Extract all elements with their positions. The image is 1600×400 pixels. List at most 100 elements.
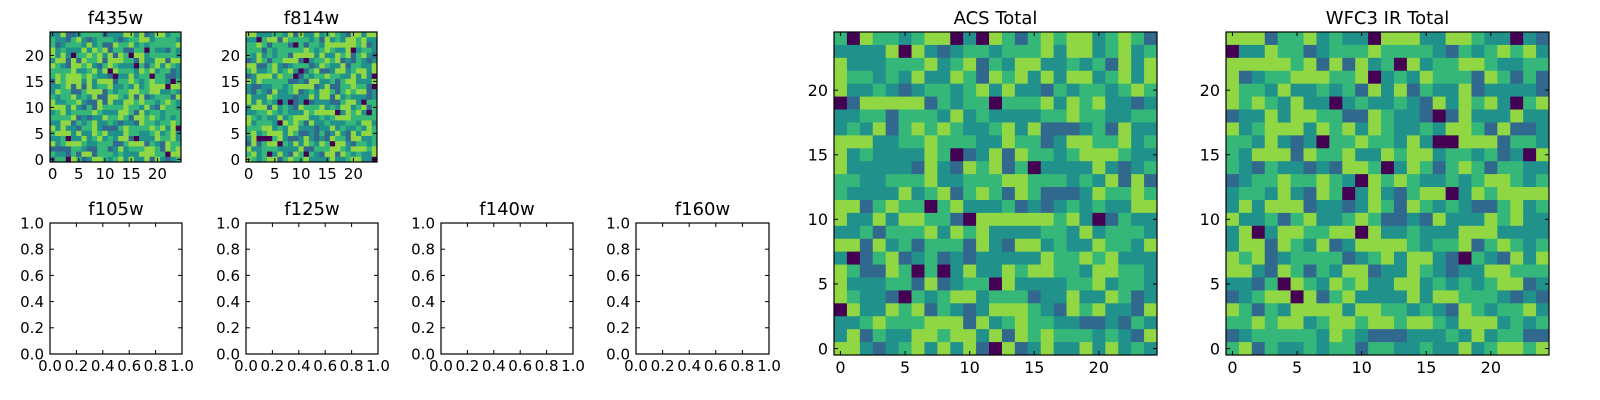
heatmap-cell [846,290,861,304]
heatmap-cell [950,251,964,265]
heatmap-cell [1303,264,1317,278]
heatmap-cell [261,68,268,74]
heatmap-cell [872,277,887,291]
heatmap-cell [1393,199,1408,214]
heatmap-cell [1040,342,1055,356]
heatmap-cell [1406,187,1421,201]
heatmap-cell [1118,57,1132,72]
heatmap-cell [277,104,284,111]
heatmap-cell [303,120,310,126]
heatmap-cell [1303,212,1317,227]
heatmap-cell [834,225,848,240]
heatmap-cell [924,264,938,278]
heatmap-cell [170,63,177,69]
heatmap-cell [251,68,257,74]
heatmap-cell [340,136,346,142]
heatmap-cell [123,94,129,100]
heatmap-cell [1406,238,1421,253]
heatmap-cell [118,151,124,158]
heatmap-cell [1290,264,1304,278]
heatmap-cell [324,68,331,74]
heatmap-cell [1290,212,1304,227]
heatmap-cell [1264,187,1279,201]
y-tick-label: 20 [25,47,44,65]
heatmap-cell [340,84,346,90]
heatmap-cell [1251,83,1266,97]
heatmap-cell [256,136,263,142]
heatmap-cell [91,120,98,126]
heatmap-cell [308,52,315,59]
heatmap-cell [976,303,990,317]
heatmap-cell [324,37,331,43]
heatmap-cell [345,32,352,38]
heatmap-cell [165,136,171,142]
heatmap-cell [165,130,171,137]
heatmap-cell [834,122,848,136]
heatmap-cell [989,109,1003,123]
heatmap-cell [277,63,284,69]
heatmap-cell [924,199,938,214]
heatmap-cell [1001,44,1016,59]
heatmap-cell [139,156,145,163]
heatmap-cell [149,37,156,43]
heatmap-cell [55,47,61,54]
heatmap-cell [60,52,67,59]
heatmap-cell [50,63,56,69]
heatmap-cell [149,110,156,116]
heatmap-cell [55,84,61,90]
heatmap-cell [133,141,140,147]
heatmap-cell [1290,225,1304,240]
heatmap-cell [361,151,367,158]
heatmap-cell [1290,174,1304,188]
heatmap-cell [246,136,252,142]
heatmap-cell [859,277,874,291]
heatmap-cell [859,251,874,265]
heatmap-cell [963,174,977,188]
heatmap-cell [1092,290,1106,304]
heatmap-cell [60,99,67,106]
heatmap-cell [1419,57,1434,72]
heatmap-cell [102,84,109,90]
heatmap-cell [86,110,93,116]
heatmap-cell [175,94,182,100]
heatmap-cell [298,42,305,48]
heatmap-cell [335,32,341,38]
heatmap-cell [1355,57,1369,72]
heatmap-cell [298,47,305,54]
heatmap-cell [1355,109,1369,123]
heatmap-cell [361,120,367,126]
heatmap-cell [1484,238,1498,253]
heatmap-cell [1040,225,1055,240]
heatmap-cell [340,63,346,69]
heatmap-cell [50,37,56,43]
heatmap-cell [950,212,964,227]
heatmap-cell [303,32,310,38]
heatmap-cell [950,303,964,317]
heatmap-cell [55,52,61,59]
heatmap-cell [1510,225,1524,240]
heatmap-cell [251,73,257,80]
heatmap-cell [1355,342,1369,356]
heatmap-cell [314,141,320,147]
heatmap-cell [118,47,124,54]
heatmap-cell [251,141,257,147]
heatmap-cell [1393,161,1408,175]
heatmap-cell [1419,303,1434,317]
heatmap-cell [1027,316,1042,330]
heatmap-cell [1277,342,1291,356]
heatmap-cell [261,78,268,85]
heatmap-cell [1458,161,1472,175]
y-tick-label: 1.0 [216,214,240,232]
heatmap-cell [251,84,257,90]
heatmap-cell [1445,109,1459,123]
heatmap-cell [898,109,912,123]
heatmap-cell [287,141,294,147]
heatmap-cell [345,120,352,126]
heatmap-cell [175,110,182,116]
heatmap-cell [165,115,171,121]
heatmap-cell [76,84,82,90]
heatmap-cell [154,73,161,80]
heatmap-cell [324,110,331,116]
heatmap-cell [340,58,346,64]
heatmap-cell [1458,329,1472,343]
